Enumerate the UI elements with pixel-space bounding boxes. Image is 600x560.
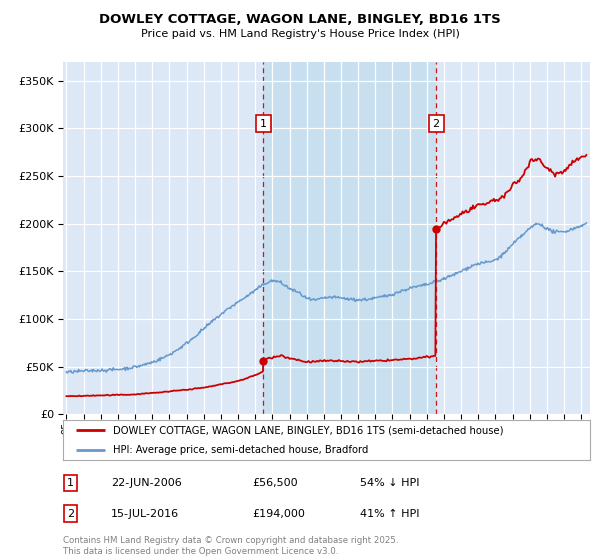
Text: Contains HM Land Registry data © Crown copyright and database right 2025.
This d: Contains HM Land Registry data © Crown c… (63, 536, 398, 556)
Text: £194,000: £194,000 (252, 508, 305, 519)
Text: 2: 2 (67, 508, 74, 519)
Text: 1: 1 (260, 119, 267, 129)
Text: 54% ↓ HPI: 54% ↓ HPI (360, 478, 419, 488)
Text: 22-JUN-2006: 22-JUN-2006 (111, 478, 182, 488)
Text: DOWLEY COTTAGE, WAGON LANE, BINGLEY, BD16 1TS (semi-detached house): DOWLEY COTTAGE, WAGON LANE, BINGLEY, BD1… (113, 425, 503, 435)
Text: 41% ↑ HPI: 41% ↑ HPI (360, 508, 419, 519)
Bar (263, 62, 436, 414)
Text: 15-JUL-2016: 15-JUL-2016 (111, 508, 179, 519)
Text: 2: 2 (433, 119, 440, 129)
Text: DOWLEY COTTAGE, WAGON LANE, BINGLEY, BD16 1TS: DOWLEY COTTAGE, WAGON LANE, BINGLEY, BD1… (99, 13, 501, 26)
Text: HPI: Average price, semi-detached house, Bradford: HPI: Average price, semi-detached house,… (113, 445, 368, 455)
Text: 1: 1 (67, 478, 74, 488)
Text: Price paid vs. HM Land Registry's House Price Index (HPI): Price paid vs. HM Land Registry's House … (140, 29, 460, 39)
Text: £56,500: £56,500 (252, 478, 298, 488)
